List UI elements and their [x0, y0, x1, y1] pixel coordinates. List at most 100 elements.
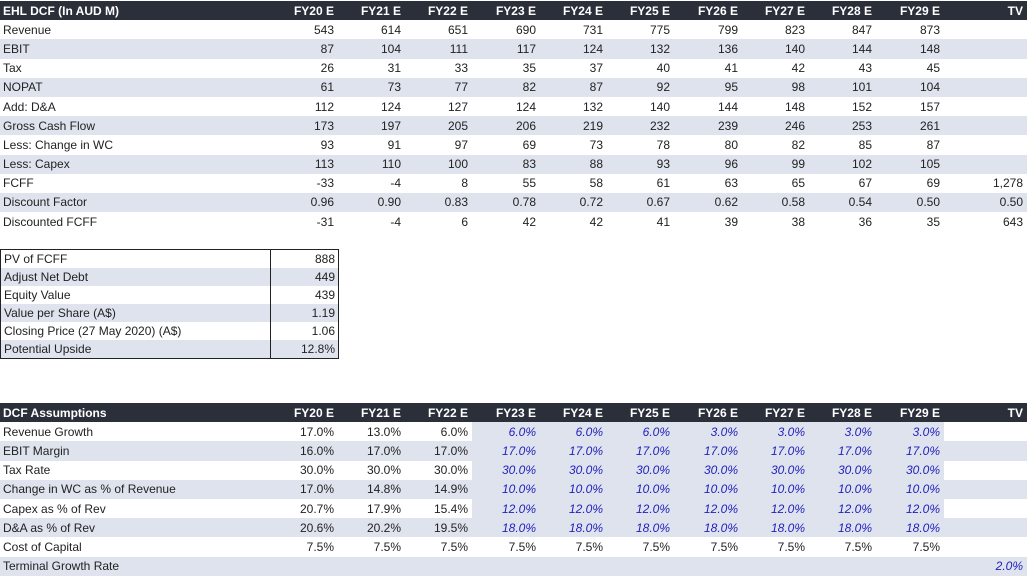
- value-cell[interactable]: 246: [742, 116, 809, 136]
- value-cell[interactable]: 7.5%: [710, 539, 738, 554]
- value-cell[interactable]: 26: [320, 61, 334, 76]
- value-cell[interactable]: 8: [461, 176, 468, 191]
- value-cell[interactable]: [944, 59, 1027, 78]
- row-label[interactable]: FCFF: [3, 176, 34, 191]
- value-cell[interactable]: 173: [270, 116, 338, 136]
- row-label[interactable]: Terminal Growth Rate: [0, 556, 270, 576]
- value-cell[interactable]: 0.50: [876, 192, 944, 213]
- value-cell[interactable]: 261: [876, 116, 944, 136]
- value-cell[interactable]: 93: [320, 137, 334, 152]
- value-cell[interactable]: 7.5%: [575, 539, 603, 554]
- value-cell[interactable]: 0.50: [944, 192, 1027, 213]
- value-cell[interactable]: 3.0%: [809, 422, 876, 442]
- value-cell[interactable]: 30.0%: [366, 463, 401, 478]
- value-cell[interactable]: 17.0%: [607, 441, 674, 461]
- value-cell[interactable]: 100: [405, 154, 472, 174]
- summary-value[interactable]: 888: [270, 249, 339, 268]
- value-cell[interactable]: 148: [784, 99, 805, 114]
- value-cell[interactable]: [944, 154, 1027, 174]
- value-cell[interactable]: [944, 461, 1027, 480]
- value-cell[interactable]: 17.0%: [405, 441, 472, 461]
- value-cell[interactable]: [944, 39, 1027, 59]
- value-cell[interactable]: 104: [338, 39, 405, 59]
- row-label[interactable]: Less: Capex: [0, 154, 270, 174]
- value-cell[interactable]: [472, 556, 540, 576]
- row-label[interactable]: Discount Factor: [0, 192, 270, 213]
- value-cell[interactable]: 219: [540, 116, 607, 136]
- value-cell[interactable]: 731: [582, 22, 603, 37]
- value-cell[interactable]: [944, 499, 1027, 518]
- value-cell[interactable]: 690: [515, 22, 536, 37]
- value-cell[interactable]: 13.0%: [366, 424, 401, 439]
- value-cell[interactable]: 18.0%: [540, 518, 607, 538]
- value-cell[interactable]: 82: [472, 77, 540, 97]
- value-cell[interactable]: 157: [919, 99, 940, 114]
- value-cell[interactable]: 12.0%: [742, 498, 809, 519]
- value-cell[interactable]: 85: [858, 137, 872, 152]
- value-cell[interactable]: 17.0%: [540, 441, 607, 461]
- value-cell[interactable]: 78: [656, 137, 670, 152]
- value-cell[interactable]: 873: [919, 22, 940, 37]
- assumptions-title[interactable]: DCF Assumptions: [0, 403, 270, 423]
- row-label[interactable]: Add: D&A: [3, 99, 56, 114]
- value-cell[interactable]: 31: [387, 61, 401, 76]
- value-cell[interactable]: 19.5%: [405, 518, 472, 538]
- value-cell[interactable]: 124: [380, 99, 401, 114]
- row-label[interactable]: Discounted FCFF: [3, 214, 98, 229]
- value-cell[interactable]: 206: [472, 116, 540, 136]
- value-cell[interactable]: 30.0%: [433, 463, 468, 478]
- value-cell[interactable]: 0.67: [607, 192, 674, 213]
- value-cell[interactable]: 17.9%: [366, 501, 401, 516]
- value-cell[interactable]: 12.0%: [472, 498, 540, 519]
- value-cell[interactable]: 87: [926, 137, 940, 152]
- value-cell[interactable]: 30.0%: [472, 460, 540, 480]
- value-cell[interactable]: [742, 556, 809, 576]
- value-cell[interactable]: 113: [270, 154, 338, 174]
- value-cell[interactable]: 651: [447, 22, 468, 37]
- value-cell[interactable]: 127: [447, 99, 468, 114]
- value-cell[interactable]: 63: [724, 176, 738, 191]
- value-cell[interactable]: 93: [607, 154, 674, 174]
- value-cell[interactable]: 42: [589, 214, 603, 229]
- value-cell[interactable]: 33: [454, 61, 468, 76]
- value-cell[interactable]: 73: [589, 137, 603, 152]
- value-cell[interactable]: 117: [472, 39, 540, 59]
- value-cell[interactable]: 105: [876, 154, 944, 174]
- value-cell[interactable]: 148: [876, 39, 944, 59]
- summary-label[interactable]: Closing Price (27 May 2020) (A$): [4, 324, 182, 338]
- value-cell[interactable]: 0.54: [809, 192, 876, 213]
- value-cell[interactable]: 80: [724, 137, 738, 152]
- column-header[interactable]: FY22 E: [405, 403, 472, 423]
- value-cell[interactable]: 37: [589, 61, 603, 76]
- value-cell[interactable]: 18.0%: [674, 518, 742, 538]
- summary-label[interactable]: Adjust Net Debt: [0, 268, 271, 286]
- row-label[interactable]: Less: Change in WC: [3, 137, 114, 152]
- column-header[interactable]: FY28 E: [809, 403, 876, 423]
- value-cell[interactable]: -31: [316, 214, 334, 229]
- value-cell[interactable]: 3.0%: [876, 422, 944, 442]
- value-cell[interactable]: [338, 556, 405, 576]
- row-label[interactable]: Cost of Capital: [3, 539, 82, 554]
- row-label[interactable]: Tax Rate: [3, 463, 51, 478]
- value-cell[interactable]: 197: [338, 116, 405, 136]
- value-cell[interactable]: 38: [791, 214, 805, 229]
- column-header[interactable]: FY20 E: [270, 403, 338, 423]
- value-cell[interactable]: 6.0%: [472, 422, 540, 442]
- value-cell[interactable]: 30.0%: [607, 460, 674, 480]
- value-cell[interactable]: 30.0%: [809, 460, 876, 480]
- value-cell[interactable]: 96: [674, 154, 742, 174]
- value-cell[interactable]: 12.0%: [540, 498, 607, 519]
- column-header[interactable]: TV: [944, 403, 1027, 423]
- value-cell[interactable]: 132: [607, 39, 674, 59]
- value-cell[interactable]: 614: [380, 22, 401, 37]
- value-cell[interactable]: 140: [649, 99, 670, 114]
- value-cell[interactable]: 30.0%: [876, 460, 944, 480]
- value-cell[interactable]: 775: [649, 22, 670, 37]
- value-cell[interactable]: 35: [926, 214, 940, 229]
- value-cell[interactable]: 87: [270, 39, 338, 59]
- value-cell[interactable]: [674, 556, 742, 576]
- value-cell[interactable]: 10.0%: [674, 479, 742, 499]
- value-cell[interactable]: 543: [313, 22, 334, 37]
- value-cell[interactable]: 140: [742, 39, 809, 59]
- value-cell[interactable]: 61: [270, 77, 338, 97]
